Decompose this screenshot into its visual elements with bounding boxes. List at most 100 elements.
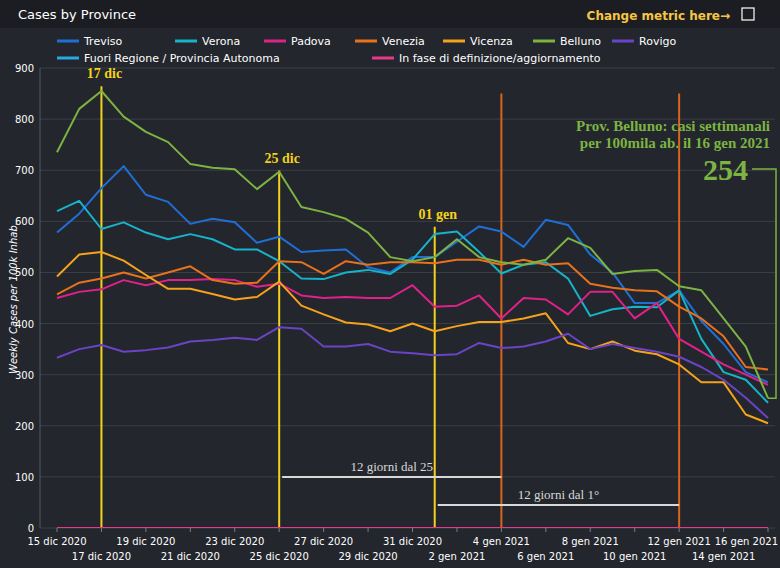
x-tick-label: 8 gen 2021 <box>562 536 619 547</box>
legend-swatch <box>57 57 79 60</box>
legend-label: Belluno <box>560 35 601 48</box>
callout-text: Prov. Belluno: casi settimanali <box>576 118 770 134</box>
x-tick <box>634 528 635 532</box>
x-tick-label: 29 dic 2020 <box>338 551 397 562</box>
legend-swatch <box>443 40 465 43</box>
x-tick <box>723 528 724 532</box>
vline <box>678 94 680 528</box>
x-tick <box>101 528 102 532</box>
vline <box>100 86 102 528</box>
legend-item: Padova <box>264 35 331 48</box>
legend-label: In fase di definizione/aggiornamento <box>399 52 601 65</box>
grid-line <box>40 170 775 171</box>
x-tick-label: 14 gen 2021 <box>692 551 755 562</box>
callout-bracket <box>752 169 776 398</box>
x-tick <box>323 528 324 532</box>
span-label: 12 giorni dal 25 <box>350 459 433 474</box>
legend-label: Fuori Regione / Provincia Autonoma <box>84 52 280 65</box>
y-tick-label: 900 <box>15 63 34 74</box>
legend-swatch <box>57 40 79 43</box>
legend-item: In fase di definizione/aggiornamento <box>372 52 601 65</box>
legend-swatch <box>355 40 377 43</box>
y-tick-label: 100 <box>15 472 34 483</box>
x-tick <box>190 528 191 532</box>
header-link[interactable]: Change metric here→ <box>587 9 730 23</box>
vline-label: 25 dic <box>264 151 299 166</box>
legend-item: Verona <box>175 35 240 48</box>
x-tick-label: 16 gen 2021 <box>715 536 778 547</box>
series-line <box>57 327 768 418</box>
grid-line <box>40 476 775 477</box>
x-tick <box>768 528 769 532</box>
vline-label: 01 gen <box>418 207 457 222</box>
callout-text: per 100mila ab. il 16 gen 2021 <box>580 135 770 151</box>
x-tick-label: 6 gen 2021 <box>517 551 574 562</box>
x-tick <box>368 528 369 532</box>
legend-swatch <box>612 40 634 43</box>
vline <box>434 227 436 528</box>
grid-line <box>40 272 775 273</box>
x-tick-label: 21 dic 2020 <box>161 551 220 562</box>
x-tick-label: 10 gen 2021 <box>603 551 666 562</box>
x-tick-label: 27 dic 2020 <box>294 536 353 547</box>
legend-swatch <box>264 40 286 43</box>
x-tick-label: 17 dic 2020 <box>72 551 131 562</box>
vline <box>500 94 502 528</box>
series-line <box>57 252 768 423</box>
x-tick-label: 31 dic 2020 <box>383 536 442 547</box>
vline <box>278 171 280 528</box>
x-tick <box>57 528 58 532</box>
y-axis <box>40 68 41 528</box>
x-tick-label: 2 gen 2021 <box>428 551 485 562</box>
y-tick-label: 700 <box>15 165 34 176</box>
x-tick-label: 25 dic 2020 <box>250 551 309 562</box>
legend-label: Verona <box>202 35 240 48</box>
legend-label: Padova <box>291 35 331 48</box>
x-tick <box>234 528 235 532</box>
legend-item: Fuori Regione / Provincia Autonoma <box>57 52 280 65</box>
legend-label: Rovigo <box>639 35 676 48</box>
span-line <box>282 476 501 478</box>
legend-label: Treviso <box>83 35 122 48</box>
background <box>0 0 780 568</box>
x-tick <box>679 528 680 532</box>
grid-line <box>40 323 775 324</box>
series-group <box>57 91 768 528</box>
span-label: 12 giorni dal 1° <box>518 487 599 502</box>
header-bar <box>0 0 780 28</box>
x-tick-label: 23 dic 2020 <box>205 536 264 547</box>
grid-line <box>40 68 775 69</box>
grid-line <box>40 221 775 222</box>
legend-item: Vicenza <box>443 35 513 48</box>
span-line <box>438 504 679 506</box>
grid-line <box>40 374 775 375</box>
y-tick-label: 800 <box>15 114 34 125</box>
legend-item: Treviso <box>57 35 122 48</box>
chart: Cases by Province Change metric here→ 0 100… <box>0 0 780 568</box>
title: Cases by Province <box>18 7 136 22</box>
legend-swatch <box>175 40 197 43</box>
x-tick <box>145 528 146 532</box>
x-tick <box>545 528 546 532</box>
x-tick <box>501 528 502 532</box>
x-tick <box>279 528 280 532</box>
y-tick-label: 0 <box>28 523 34 534</box>
legend-swatch <box>533 40 555 43</box>
legend-swatch <box>372 57 394 60</box>
legend-item: Belluno <box>533 35 601 48</box>
callout-value: 254 <box>703 153 748 186</box>
x-tick <box>412 528 413 532</box>
legend-item: Venezia <box>355 35 425 48</box>
grid-line <box>40 425 775 426</box>
vline-label: 17 dic <box>87 66 122 81</box>
x-tick-label: 4 gen 2021 <box>473 536 530 547</box>
x-tick <box>456 528 457 532</box>
x-tick-label: 19 dic 2020 <box>116 536 175 547</box>
grid-line <box>40 528 775 529</box>
x-tick-label: 15 dic 2020 <box>27 536 86 547</box>
x-tick <box>590 528 591 532</box>
export-icon[interactable] <box>742 8 754 20</box>
y-axis-label: Weekly Cases per 100k Inhab. <box>8 222 19 374</box>
legend-label: Venezia <box>382 35 425 48</box>
series-line <box>57 201 768 403</box>
